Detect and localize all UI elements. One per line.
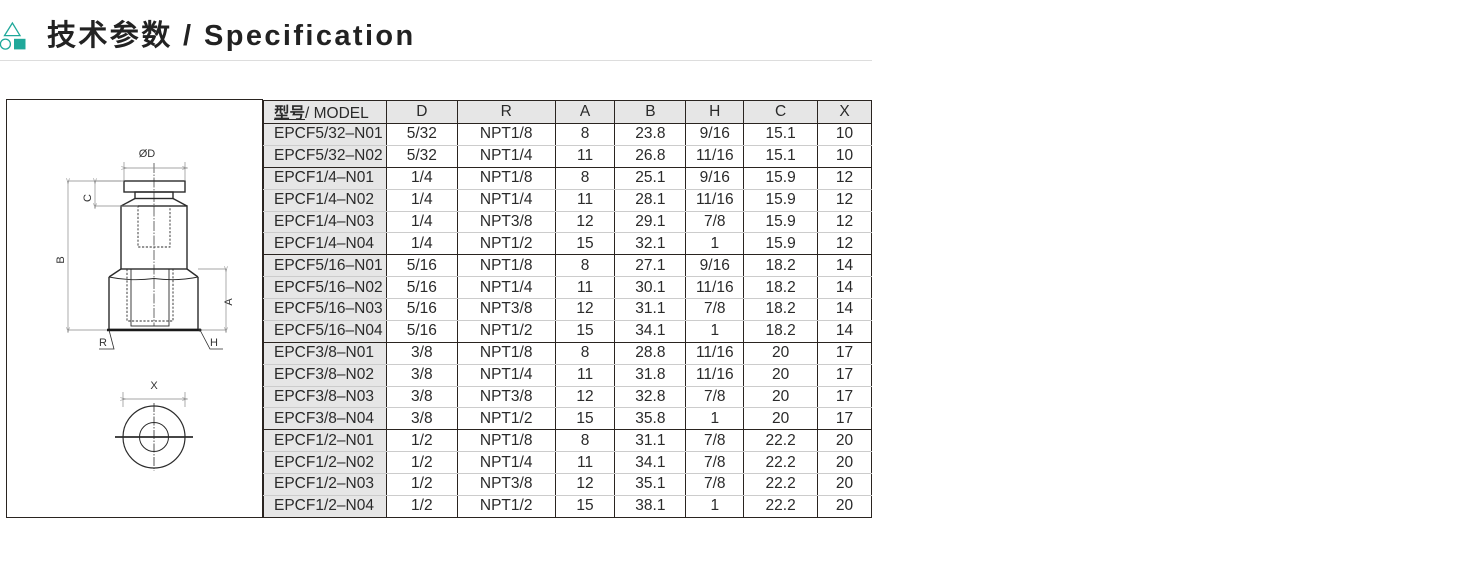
svg-text:ØD: ØD xyxy=(139,148,156,160)
svg-text:X: X xyxy=(150,380,158,392)
svg-text:A: A xyxy=(223,298,235,306)
svg-text:H: H xyxy=(210,337,218,349)
svg-text:B: B xyxy=(55,256,67,263)
svg-text:R: R xyxy=(99,337,107,349)
svg-text:C: C xyxy=(82,194,94,202)
